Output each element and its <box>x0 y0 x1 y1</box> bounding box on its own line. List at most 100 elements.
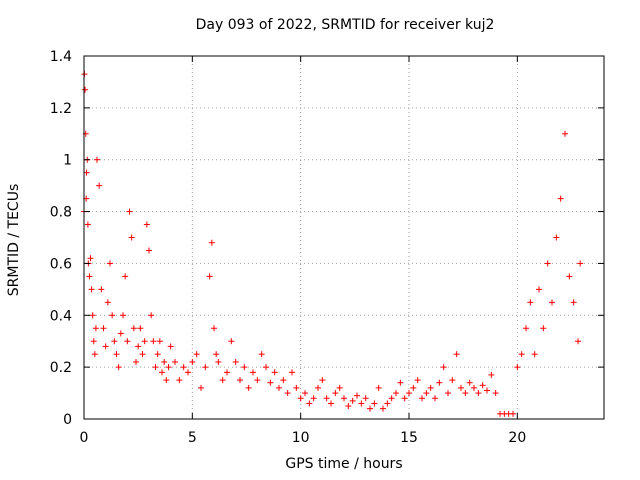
y-tick-label: 0.6 <box>50 256 72 272</box>
data-point <box>436 379 443 386</box>
data-point <box>96 182 103 189</box>
data-point <box>241 364 248 371</box>
data-point <box>100 325 107 332</box>
y-tick-label: 0 <box>63 412 72 428</box>
data-point <box>549 299 555 306</box>
data-point <box>133 358 139 365</box>
data-point <box>102 343 109 350</box>
axes-ticks: 0 5 10 15 20 0 0.2 0.4 0.6 0.8 1 1.2 1.4 <box>50 49 604 446</box>
data-point <box>86 273 93 280</box>
data-point <box>462 390 469 397</box>
data-point <box>120 312 126 319</box>
data-point <box>375 384 382 391</box>
data-point <box>156 338 163 345</box>
data-point <box>289 369 295 376</box>
data-point <box>319 377 326 384</box>
data-point <box>488 371 495 378</box>
data-point <box>341 395 347 402</box>
data-point <box>514 364 521 371</box>
data-point <box>107 260 113 267</box>
data-point <box>349 397 356 404</box>
data-point <box>310 395 317 402</box>
data-point <box>104 299 111 306</box>
y-tick-label: 0.8 <box>50 205 72 221</box>
data-point <box>98 286 105 293</box>
x-tick-label: 5 <box>188 430 197 446</box>
data-point <box>345 403 352 410</box>
data-point <box>180 364 187 371</box>
x-axis-label: GPS time / hours <box>285 456 403 472</box>
data-point <box>165 364 172 371</box>
data-point <box>510 410 516 417</box>
data-point <box>323 395 330 402</box>
data-point <box>518 351 525 358</box>
data-point <box>141 338 148 345</box>
data-point <box>154 351 161 358</box>
y-tick-label: 0.4 <box>50 308 72 324</box>
data-point <box>215 358 222 365</box>
chart-title: Day 093 of 2022, SRMTID for receiver kuj… <box>195 17 495 33</box>
data-point <box>87 255 94 262</box>
data-point <box>237 377 243 384</box>
data-point <box>401 395 408 402</box>
data-point <box>445 390 451 397</box>
data-point <box>557 195 564 202</box>
data-point <box>306 400 313 407</box>
data-point <box>146 247 152 254</box>
data-point <box>143 221 150 228</box>
data-point <box>219 377 226 384</box>
data-point <box>293 384 300 391</box>
data-point <box>91 351 98 358</box>
y-tick-label: 0.2 <box>50 360 72 376</box>
data-point <box>419 395 425 402</box>
data-point <box>198 384 204 391</box>
data-point <box>280 377 287 384</box>
x-tick-label: 15 <box>400 430 418 446</box>
data-point <box>527 299 534 306</box>
data-point <box>128 234 135 241</box>
data-point <box>122 273 129 280</box>
data-point <box>245 384 252 391</box>
data-point <box>453 351 460 358</box>
data-point <box>126 208 133 215</box>
data-point <box>354 392 360 399</box>
data-point <box>380 405 386 412</box>
data-point <box>159 369 165 376</box>
data-point <box>84 221 91 228</box>
data-point <box>130 325 137 332</box>
data-point <box>328 400 334 407</box>
data-point <box>152 364 159 371</box>
data-point <box>336 384 343 391</box>
data-point <box>271 369 278 376</box>
data-point <box>397 379 404 386</box>
data-point <box>466 379 473 386</box>
y-tick-label: 1.4 <box>50 49 72 65</box>
data-point <box>267 379 274 386</box>
data-point <box>137 325 144 332</box>
grid-lines <box>84 56 604 419</box>
data-point <box>124 338 131 345</box>
x-tick-label: 0 <box>80 430 89 446</box>
data-point <box>135 343 142 350</box>
data-point <box>475 390 482 397</box>
data-point <box>176 377 183 384</box>
data-point <box>393 390 399 397</box>
data-point <box>109 312 116 319</box>
data-point <box>544 260 551 267</box>
data-point <box>371 400 378 407</box>
x-tick-label: 20 <box>508 430 526 446</box>
data-point <box>189 358 196 365</box>
data-point <box>449 377 456 384</box>
data-point <box>315 384 321 391</box>
data-point <box>553 234 560 241</box>
data-point <box>82 86 89 93</box>
data-point <box>250 369 256 376</box>
data-point <box>440 364 447 371</box>
data-point <box>89 312 96 319</box>
y-axis-label: SRMTID / TECUs <box>6 183 22 297</box>
data-point <box>228 338 235 345</box>
data-point <box>83 169 90 176</box>
data-point <box>566 273 573 280</box>
data-point <box>163 377 170 384</box>
